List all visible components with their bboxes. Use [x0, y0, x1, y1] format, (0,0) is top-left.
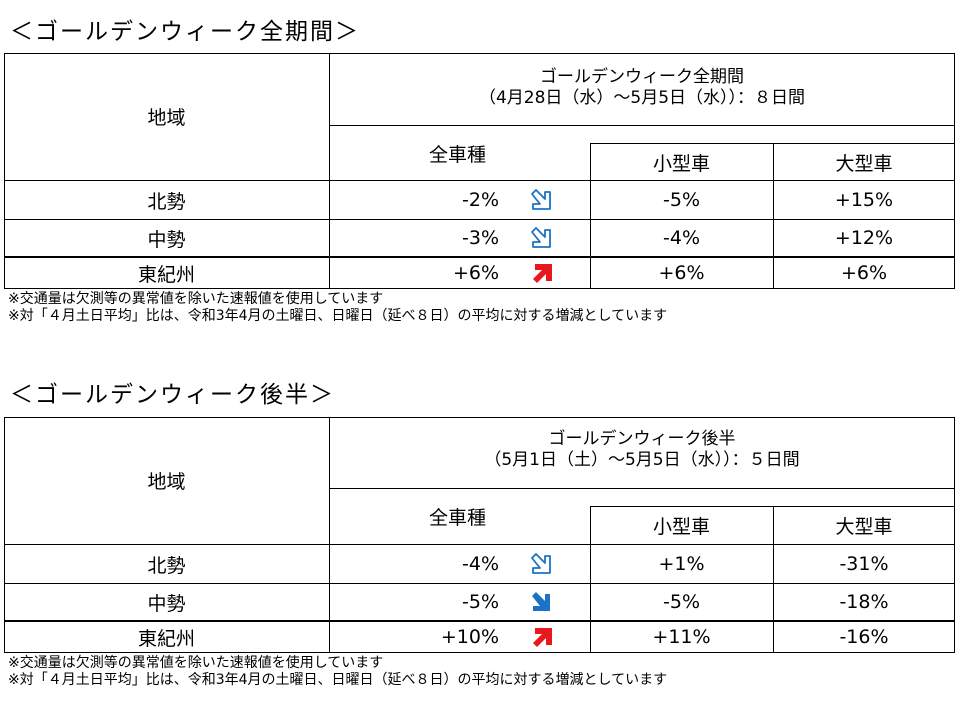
period-line2: （5月1日（土）～5月5日（水））：５日間 — [484, 450, 800, 470]
outlined-down-right-arrow-icon — [531, 189, 551, 210]
all-vehicles-value: +6% — [452, 262, 499, 284]
solid-up-right-arrow-icon — [533, 628, 552, 647]
all-vehicles-value: -2% — [462, 189, 499, 211]
section-full-period: ＜ゴールデンウィーク全期間＞ 地域 ゴールデンウィーク全期間 （4月28日（水）… — [0, 0, 959, 360]
header-large-vehicles: 大型車 — [835, 516, 893, 538]
large-vehicles-value: -31% — [839, 553, 889, 575]
small-vehicles-value: +11% — [652, 626, 711, 648]
period-line1: ゴールデンウィーク後半 — [548, 429, 736, 449]
traffic-table: 地域 ゴールデンウィーク全期間 （4月28日（水）～5月5日（水））：８日間 全… — [4, 53, 955, 289]
footnote: ※対「４月土日平均」比は、令和3年4月の土曜日、日曜日（延べ８日）の平均に対する… — [8, 308, 668, 324]
region-cell: 中勢 — [147, 592, 186, 615]
all-vehicles-value: +10% — [440, 626, 499, 648]
header-small-vehicles: 小型車 — [652, 152, 710, 175]
section-title: ＜ゴールデンウィーク後半＞ — [10, 382, 335, 408]
outlined-down-right-arrow-icon — [531, 553, 551, 574]
all-vehicles-value: -4% — [462, 553, 499, 575]
region-cell: 東紀州 — [137, 263, 195, 286]
large-vehicles-value: +15% — [834, 189, 894, 211]
period-title: ゴールデンウィーク全期間 （4月28日（水）～5月5日（水））：８日間 — [329, 67, 955, 109]
section-title: ＜ゴールデンウィーク全期間＞ — [10, 19, 360, 45]
header-all-vehicles: 全車種 — [429, 507, 487, 529]
solid-up-right-arrow-icon — [533, 264, 552, 283]
period-line2: （4月28日（水）～5月5日（水））：８日間 — [478, 88, 806, 108]
large-vehicles-value: -16% — [839, 626, 889, 648]
header-region: 地域 — [147, 471, 186, 493]
small-vehicles-value: +1% — [658, 553, 705, 575]
all-vehicles-value: -3% — [462, 227, 499, 249]
large-vehicles-value: +6% — [840, 262, 888, 284]
region-cell: 北勢 — [147, 190, 186, 213]
region-cell: 北勢 — [147, 554, 186, 577]
small-vehicles-value: -4% — [663, 227, 700, 249]
footnote: ※交通量は欠測等の異常値を除いた速報値を使用しています — [8, 655, 384, 671]
traffic-table: 地域 ゴールデンウィーク後半 （5月1日（土）～5月5日（水））：５日間 全車種… — [4, 417, 955, 653]
small-vehicles-value: -5% — [663, 591, 700, 613]
outlined-down-right-arrow-icon — [531, 227, 551, 248]
small-vehicles-value: +6% — [658, 262, 705, 284]
solid-down-right-arrow-icon — [532, 592, 550, 611]
small-vehicles-value: -5% — [663, 189, 700, 211]
header-large-vehicles: 大型車 — [835, 152, 893, 175]
large-vehicles-value: -18% — [839, 591, 889, 613]
period-line1: ゴールデンウィーク全期間 — [540, 67, 744, 87]
large-vehicles-value: +12% — [834, 227, 894, 249]
region-cell: 東紀州 — [137, 627, 195, 650]
period-title: ゴールデンウィーク後半 （5月1日（土）～5月5日（水））：５日間 — [329, 429, 955, 471]
all-vehicles-value: -5% — [462, 591, 499, 613]
region-cell: 中勢 — [147, 228, 186, 251]
header-all-vehicles: 全車種 — [429, 143, 487, 166]
footnote: ※対「４月土日平均」比は、令和3年4月の土曜日、日曜日（延べ８日）の平均に対する… — [8, 672, 668, 688]
footnote: ※交通量は欠測等の異常値を除いた速報値を使用しています — [8, 291, 384, 307]
section-latter-half: ＜ゴールデンウィーク後半＞ 地域 ゴールデンウィーク後半 （5月1日（土）～5月… — [0, 364, 959, 724]
header-small-vehicles: 小型車 — [652, 516, 710, 538]
header-region: 地域 — [147, 107, 186, 129]
